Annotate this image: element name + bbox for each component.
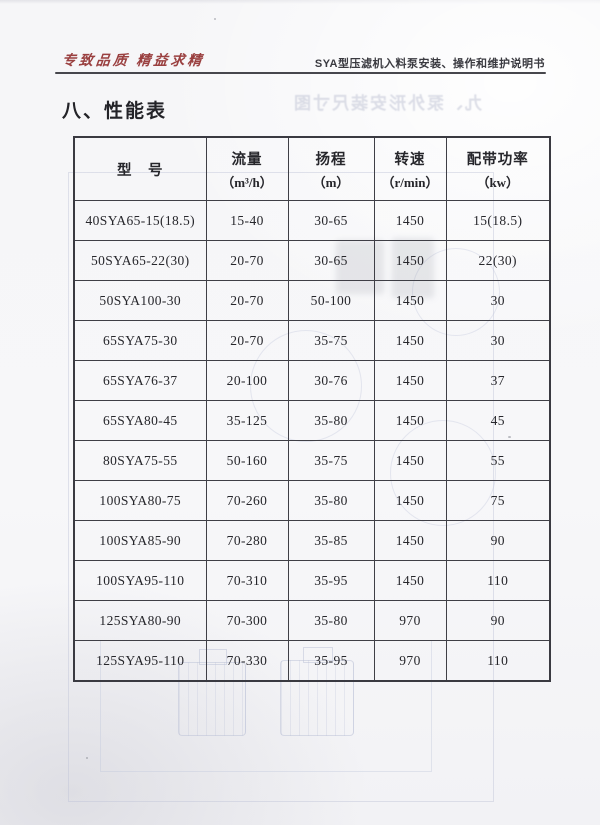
table-row: 65SYA76-37 20-100 30-76 1450 37 xyxy=(73,360,551,401)
table-row: 125SYA95-110 70-330 35-95 970 110 xyxy=(73,640,551,682)
scan-speckle xyxy=(86,757,88,759)
cell-head: 30-65 xyxy=(287,200,375,241)
cell-head: 35-95 xyxy=(287,560,375,601)
header-divider-rule xyxy=(55,72,546,75)
cell-power: 30 xyxy=(445,280,551,321)
cell-head: 35-95 xyxy=(287,640,375,682)
performance-table-header: 型 号 流量 （m³/h） 扬程 （m） 转速 （r/min） 配带功率 xyxy=(73,136,551,201)
table-row: 65SYA80-45 35-125 35-80 1450 45 xyxy=(73,400,551,441)
cell-model: 50SYA65-22(30) xyxy=(73,240,207,281)
cell-flow: 15-40 xyxy=(205,200,289,241)
cell-power: 22(30) xyxy=(445,240,551,281)
table-row: 100SYA80-75 70-260 35-80 1450 75 xyxy=(73,480,551,521)
cell-flow: 70-310 xyxy=(205,560,289,601)
column-unit: （m） xyxy=(312,174,350,190)
cell-speed: 970 xyxy=(373,600,447,641)
cell-speed: 1450 xyxy=(373,480,447,521)
table-row: 40SYA65-15(18.5) 15-40 30-65 1450 15(18.5) xyxy=(73,200,551,241)
cell-head: 35-80 xyxy=(287,480,375,521)
cell-model: 65SYA75-30 xyxy=(73,320,207,361)
manual-title: SYA型压滤机入料泵安装、操作和维护说明书 xyxy=(314,58,545,70)
cell-power: 45 xyxy=(445,400,551,441)
column-header-speed: 转速 （r/min） xyxy=(373,136,447,201)
header-row: 型 号 流量 （m³/h） 扬程 （m） 转速 （r/min） 配带功率 xyxy=(73,136,551,201)
cell-model: 65SYA76-37 xyxy=(73,360,207,401)
cell-speed: 1450 xyxy=(373,200,447,241)
table-row: 125SYA80-90 70-300 35-80 970 90 xyxy=(73,600,551,641)
cell-speed: 1450 xyxy=(373,520,447,561)
cell-model: 40SYA65-15(18.5) xyxy=(73,200,207,241)
table-row: 100SYA95-110 70-310 35-95 1450 110 xyxy=(73,560,551,601)
cell-head: 50-100 xyxy=(287,280,375,321)
cell-flow: 70-280 xyxy=(205,520,289,561)
cell-flow: 70-300 xyxy=(205,600,289,641)
cell-head: 30-65 xyxy=(287,240,375,281)
column-header-head: 扬程 （m） xyxy=(287,136,375,201)
cell-model: 80SYA75-55 xyxy=(73,440,207,481)
table-row: 50SYA65-22(30) 20-70 30-65 1450 22(30) xyxy=(73,240,551,281)
cell-power: 55 xyxy=(445,440,551,481)
cell-speed: 1450 xyxy=(373,280,447,321)
column-title: 型 号 xyxy=(117,162,164,179)
cell-model: 65SYA80-45 xyxy=(73,400,207,441)
cell-flow: 20-70 xyxy=(205,280,289,321)
cell-model: 100SYA85-90 xyxy=(73,520,207,561)
column-header-flow: 流量 （m³/h） xyxy=(205,136,289,201)
cell-speed: 1450 xyxy=(373,360,447,401)
section-title: 八、性能表 xyxy=(62,101,168,122)
cell-power: 90 xyxy=(445,520,551,561)
column-title: 配带功率 xyxy=(466,151,529,168)
cell-speed: 970 xyxy=(373,640,447,682)
cell-model: 100SYA95-110 xyxy=(73,560,207,601)
cell-power: 90 xyxy=(445,600,551,641)
cell-flow: 70-260 xyxy=(205,480,289,521)
cell-speed: 1450 xyxy=(373,400,447,441)
column-unit: （r/min） xyxy=(381,174,439,190)
cell-model: 50SYA100-30 xyxy=(73,280,207,321)
cell-flow: 20-70 xyxy=(205,240,289,281)
cell-flow: 35-125 xyxy=(205,400,289,441)
table-row: 65SYA75-30 20-70 35-75 1450 30 xyxy=(73,320,551,361)
cell-head: 35-85 xyxy=(287,520,375,561)
cell-power: 110 xyxy=(445,640,551,682)
table-row: 100SYA85-90 70-280 35-85 1450 90 xyxy=(73,520,551,561)
cell-head: 35-80 xyxy=(287,600,375,641)
table-row: 80SYA75-55 50-160 35-75 1450 55 xyxy=(73,440,551,481)
table-row: 50SYA100-30 20-70 50-100 1450 30 xyxy=(73,280,551,321)
cell-flow: 20-100 xyxy=(205,360,289,401)
cell-flow: 50-160 xyxy=(205,440,289,481)
cell-speed: 1450 xyxy=(373,320,447,361)
cell-speed: 1450 xyxy=(373,440,447,481)
cell-speed: 1450 xyxy=(373,240,447,281)
column-header-power: 配带功率 （kw） xyxy=(445,136,551,201)
cell-model: 125SYA80-90 xyxy=(73,600,207,641)
cell-power: 110 xyxy=(445,560,551,601)
cell-head: 30-76 xyxy=(287,360,375,401)
performance-table-body: 40SYA65-15(18.5) 15-40 30-65 1450 15(18.5) 50… xyxy=(73,200,551,682)
cell-head: 35-80 xyxy=(287,400,375,441)
cell-flow: 20-70 xyxy=(205,320,289,361)
column-title: 转速 xyxy=(394,151,426,168)
column-header-model: 型 号 xyxy=(73,136,207,201)
column-title: 流量 xyxy=(231,151,263,168)
cell-power: 15(18.5) xyxy=(445,200,551,241)
cell-power: 37 xyxy=(445,360,551,401)
column-unit: （kw） xyxy=(476,174,520,190)
cell-head: 35-75 xyxy=(287,440,375,481)
scan-speckle xyxy=(214,18,216,20)
quality-slogan: 专致品质 精益求精 xyxy=(61,54,206,69)
bleedthrough-section-title: 九、泵外形安装尺寸图 xyxy=(292,94,482,113)
column-title: 扬程 xyxy=(315,151,347,168)
cell-power: 75 xyxy=(445,480,551,521)
cell-speed: 1450 xyxy=(373,560,447,601)
cell-power: 30 xyxy=(445,320,551,361)
column-unit: （m³/h） xyxy=(221,174,273,190)
performance-table: 型 号 流量 （m³/h） 扬程 （m） 转速 （r/min） 配带功率 xyxy=(73,136,551,682)
cell-model: 125SYA95-110 xyxy=(73,640,207,682)
cell-model: 100SYA80-75 xyxy=(73,480,207,521)
cell-flow: 70-330 xyxy=(205,640,289,682)
cell-head: 35-75 xyxy=(287,320,375,361)
